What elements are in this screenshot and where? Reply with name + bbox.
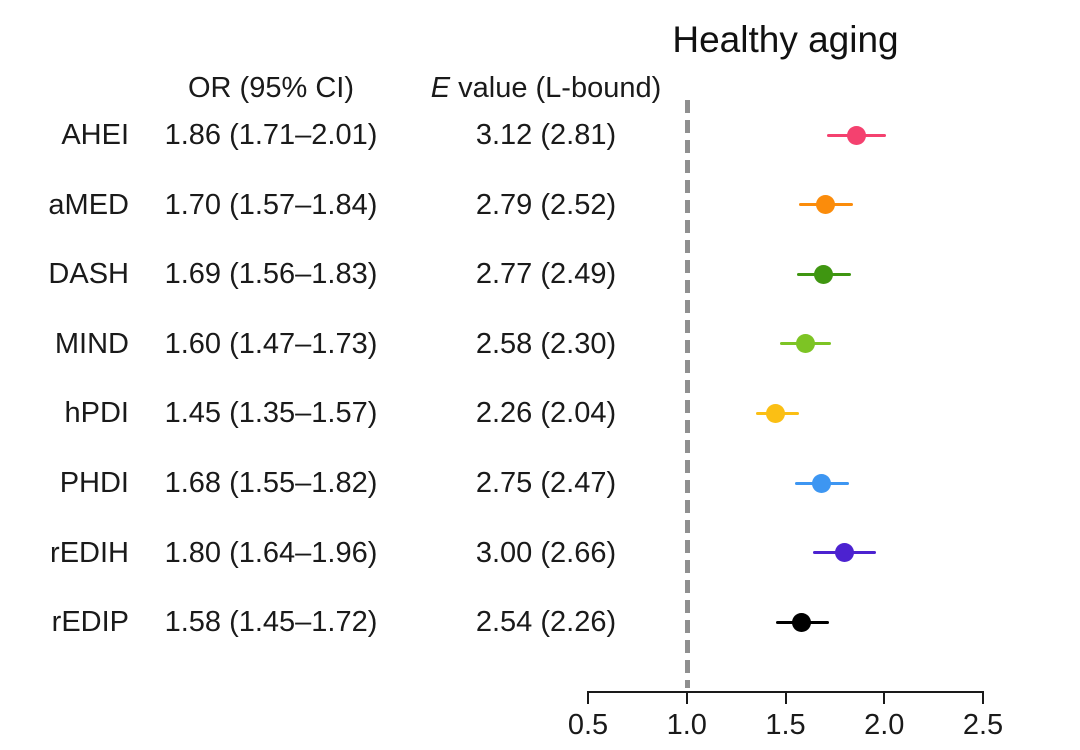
x-axis-tick-1.5	[784, 691, 787, 704]
or-value-AHEI: 1.86 (1.71–2.01)	[164, 119, 378, 151]
or-value-aMED: 1.70 (1.57–1.84)	[164, 188, 378, 221]
x-axis-tick-2.5	[982, 691, 984, 704]
x-axis-label-2.0: 2.0	[864, 709, 905, 741]
evalue-value-rEDIP: 2.54 (2.26)	[475, 606, 617, 639]
row-label-PHDI: PHDI	[59, 467, 129, 499]
evalue-value-DASH: 2.77 (2.49)	[475, 258, 617, 291]
x-axis-tick-0.5	[587, 691, 589, 704]
or-value-hPDI: 1.45 (1.35–1.57)	[164, 397, 378, 430]
or-value-rEDIP: 1.58 (1.45–1.72)	[164, 606, 378, 639]
row-label-DASH: DASH	[48, 258, 129, 291]
row-label-AHEI: AHEI	[61, 119, 129, 151]
evalue-header-rest: value (L-bound)	[450, 72, 662, 104]
or-column-header: OR (95% CI)	[188, 72, 354, 104]
row-label-rEDIH: rEDIH	[50, 536, 129, 569]
row-label-rEDIP: rEDIP	[51, 606, 129, 639]
or-dot-PHDI	[811, 473, 831, 493]
evalue-value-rEDIH: 3.00 (2.66)	[475, 536, 617, 569]
chart-title: Healthy aging	[672, 19, 899, 60]
or-dot-AHEI	[847, 125, 867, 145]
or-dot-MIND	[795, 334, 815, 354]
evalue-value-PHDI: 2.75 (2.47)	[475, 467, 617, 499]
or-value-MIND: 1.60 (1.47–1.73)	[164, 327, 378, 360]
or-value-rEDIH: 1.80 (1.64–1.96)	[164, 536, 378, 569]
or-dot-DASH	[813, 264, 833, 284]
or-dot-rEDIP	[791, 612, 811, 632]
x-axis-tick-1.0	[685, 691, 688, 704]
x-axis-label-1.0: 1.0	[666, 709, 707, 741]
or-dot-aMED	[815, 195, 835, 215]
reference-line-or-1	[685, 100, 690, 688]
evalue-value-aMED: 2.79 (2.52)	[475, 188, 617, 221]
x-axis-label-0.5: 0.5	[567, 709, 609, 741]
evalue-header-italic-e: E	[430, 72, 451, 104]
evalue-value-hPDI: 2.26 (2.04)	[475, 397, 617, 430]
x-axis-tick-2.0	[883, 691, 886, 704]
or-value-PHDI: 1.68 (1.55–1.82)	[164, 467, 378, 499]
or-value-DASH: 1.69 (1.56–1.83)	[164, 258, 378, 291]
evalue-column-header: E value (L-bound)	[426, 70, 666, 106]
row-label-MIND: MIND	[54, 327, 129, 360]
x-axis-label-2.5: 2.5	[962, 709, 1004, 741]
evalue-value-MIND: 2.58 (2.30)	[475, 327, 617, 360]
row-label-hPDI: hPDI	[64, 397, 129, 430]
x-axis-label-1.5: 1.5	[765, 709, 806, 741]
or-dot-hPDI	[766, 403, 786, 423]
or-dot-rEDIH	[835, 543, 855, 563]
row-label-aMED: aMED	[48, 188, 129, 221]
evalue-value-AHEI: 3.12 (2.81)	[475, 119, 617, 151]
